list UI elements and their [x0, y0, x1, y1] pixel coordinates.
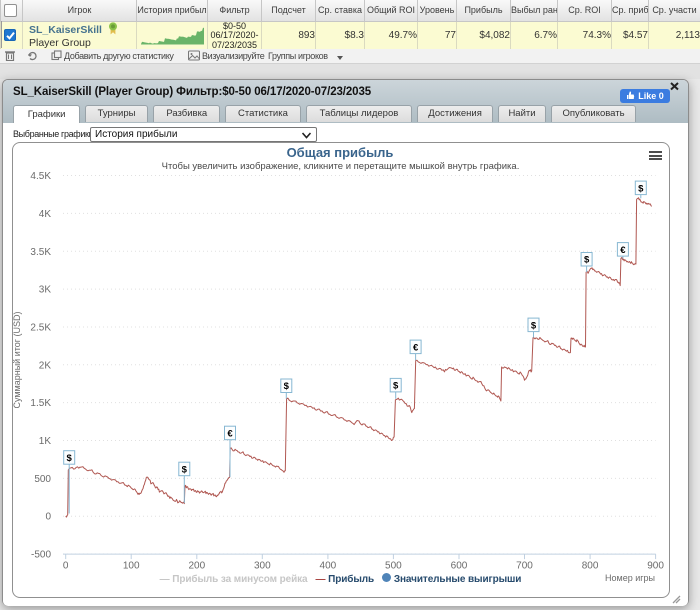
svg-text:400: 400: [320, 561, 337, 572]
svg-text:600: 600: [451, 561, 468, 572]
svg-text:1.5K: 1.5K: [30, 398, 51, 409]
svg-text:3.5K: 3.5K: [30, 247, 51, 258]
svg-text:-500: -500: [31, 550, 51, 561]
svg-text:€: €: [413, 342, 419, 353]
svg-text:0: 0: [63, 561, 69, 572]
svg-text:4K: 4K: [39, 209, 52, 220]
svg-text:$: $: [284, 381, 290, 392]
svg-text:$: $: [584, 255, 590, 266]
svg-text:Номер игры: Номер игры: [605, 573, 655, 583]
svg-text:500: 500: [34, 474, 51, 485]
svg-text:2K: 2K: [39, 360, 52, 371]
svg-text:2.5K: 2.5K: [30, 323, 51, 334]
svg-text:$: $: [182, 464, 188, 475]
svg-text:$: $: [67, 453, 73, 464]
svg-text:200: 200: [188, 561, 205, 572]
svg-text:€: €: [620, 245, 626, 256]
svg-text:4.5K: 4.5K: [30, 171, 51, 182]
svg-text:700: 700: [516, 561, 533, 572]
svg-text:300: 300: [254, 561, 271, 572]
svg-text:1K: 1K: [39, 436, 52, 447]
svg-text:100: 100: [123, 561, 140, 572]
svg-text:800: 800: [582, 561, 599, 572]
svg-text:900: 900: [647, 561, 664, 572]
svg-text:$: $: [531, 320, 537, 331]
svg-text:$: $: [393, 381, 399, 392]
svg-text:3K: 3K: [39, 285, 52, 296]
svg-text:Суммарный итог (USD): Суммарный итог (USD): [12, 311, 22, 408]
svg-text:0: 0: [45, 512, 51, 523]
svg-text:€: €: [227, 428, 233, 439]
svg-text:500: 500: [385, 561, 402, 572]
svg-text:$: $: [638, 183, 644, 194]
